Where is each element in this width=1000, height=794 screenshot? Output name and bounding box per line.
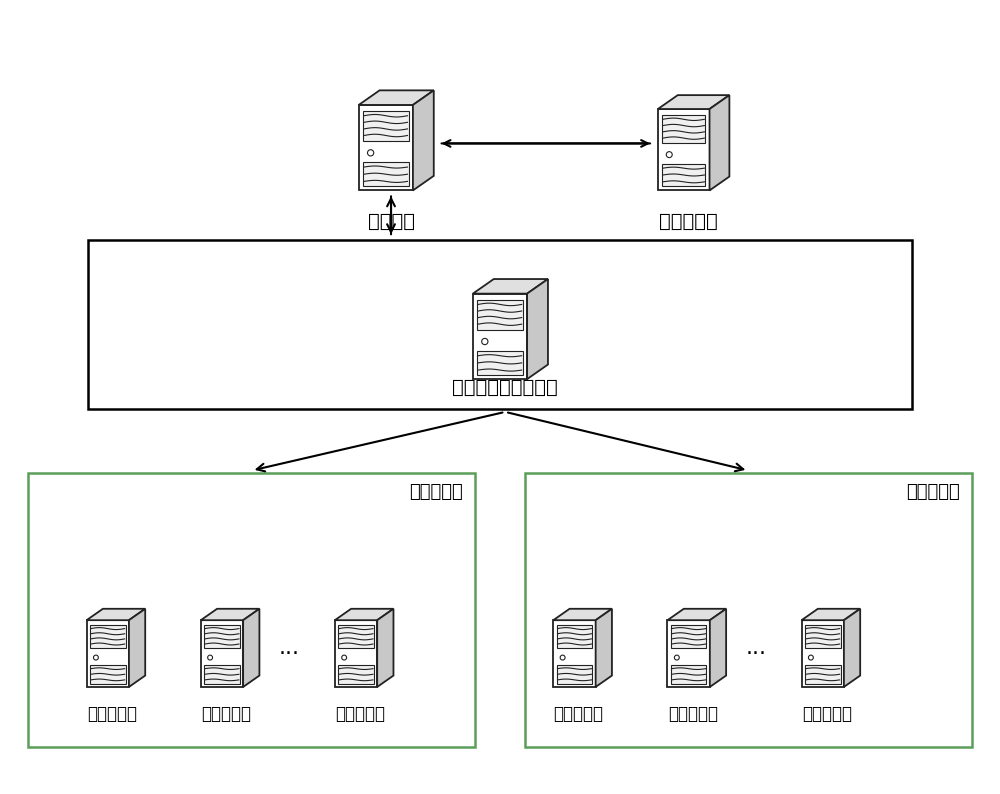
Text: 签名服务器: 签名服务器 (659, 212, 718, 231)
Polygon shape (710, 609, 726, 687)
Polygon shape (129, 609, 145, 687)
Bar (525, 473, 972, 746)
Polygon shape (557, 625, 592, 648)
Text: ···: ··· (278, 644, 299, 664)
Polygon shape (710, 95, 729, 191)
Text: 区块链节点: 区块链节点 (554, 705, 604, 723)
Polygon shape (201, 620, 243, 687)
Text: ···: ··· (745, 644, 766, 664)
Circle shape (560, 655, 565, 660)
Polygon shape (662, 114, 705, 143)
Text: 区块链节点: 区块链节点 (668, 705, 718, 723)
Polygon shape (477, 299, 523, 330)
Polygon shape (201, 609, 259, 620)
Polygon shape (335, 620, 377, 687)
Polygon shape (844, 609, 860, 687)
Polygon shape (87, 609, 145, 620)
Polygon shape (363, 111, 409, 141)
Polygon shape (667, 609, 726, 620)
Text: 区块链节点: 区块链节点 (87, 705, 137, 723)
Circle shape (674, 655, 679, 660)
Polygon shape (477, 351, 523, 375)
Polygon shape (338, 665, 374, 684)
Circle shape (367, 150, 374, 156)
Bar (28, 473, 475, 746)
Polygon shape (377, 609, 393, 687)
Polygon shape (527, 279, 548, 379)
Text: 区块链中间件服务器: 区块链中间件服务器 (452, 378, 558, 397)
Bar (88, 240, 912, 409)
Polygon shape (662, 164, 705, 187)
Polygon shape (805, 625, 841, 648)
Polygon shape (338, 625, 374, 648)
Circle shape (666, 152, 672, 157)
Polygon shape (805, 665, 841, 684)
Circle shape (808, 655, 813, 660)
Text: 区块链平台: 区块链平台 (410, 484, 463, 501)
Polygon shape (671, 625, 706, 648)
Text: 区块链平台: 区块链平台 (906, 484, 960, 501)
Polygon shape (802, 620, 844, 687)
Circle shape (482, 338, 488, 345)
Polygon shape (90, 665, 126, 684)
Circle shape (93, 655, 98, 660)
Polygon shape (90, 625, 126, 648)
Polygon shape (87, 620, 129, 687)
Polygon shape (359, 105, 413, 191)
Text: 区块链节点: 区块链节点 (335, 705, 385, 723)
Polygon shape (671, 665, 706, 684)
Polygon shape (667, 620, 710, 687)
Polygon shape (363, 162, 409, 186)
Circle shape (342, 655, 347, 660)
Polygon shape (596, 609, 612, 687)
Polygon shape (802, 609, 860, 620)
Polygon shape (359, 91, 434, 105)
Text: 区块链节点: 区块链节点 (802, 705, 852, 723)
Polygon shape (473, 279, 548, 294)
Polygon shape (553, 609, 612, 620)
Polygon shape (335, 609, 393, 620)
Polygon shape (658, 109, 710, 191)
Polygon shape (204, 665, 240, 684)
Polygon shape (204, 625, 240, 648)
Circle shape (208, 655, 213, 660)
Polygon shape (243, 609, 259, 687)
Polygon shape (413, 91, 434, 191)
Text: 请求设备: 请求设备 (368, 212, 415, 231)
Polygon shape (658, 95, 729, 109)
Text: 区块链节点: 区块链节点 (201, 705, 251, 723)
Polygon shape (557, 665, 592, 684)
Polygon shape (553, 620, 596, 687)
Polygon shape (473, 294, 527, 379)
